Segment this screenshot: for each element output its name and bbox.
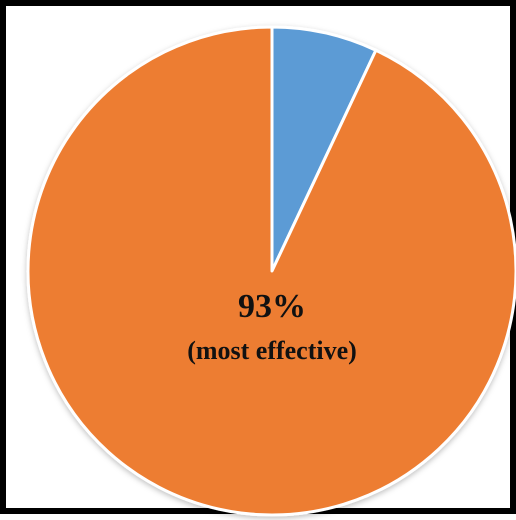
pie-chart: 93% (most effective) [26, 25, 516, 517]
pie-slices [26, 25, 516, 517]
data-label-value: 93% [238, 288, 306, 325]
pie-slice-7 [270, 25, 378, 273]
pie-slice-93 [26, 25, 516, 517]
data-label-note: (most effective) [187, 336, 357, 365]
